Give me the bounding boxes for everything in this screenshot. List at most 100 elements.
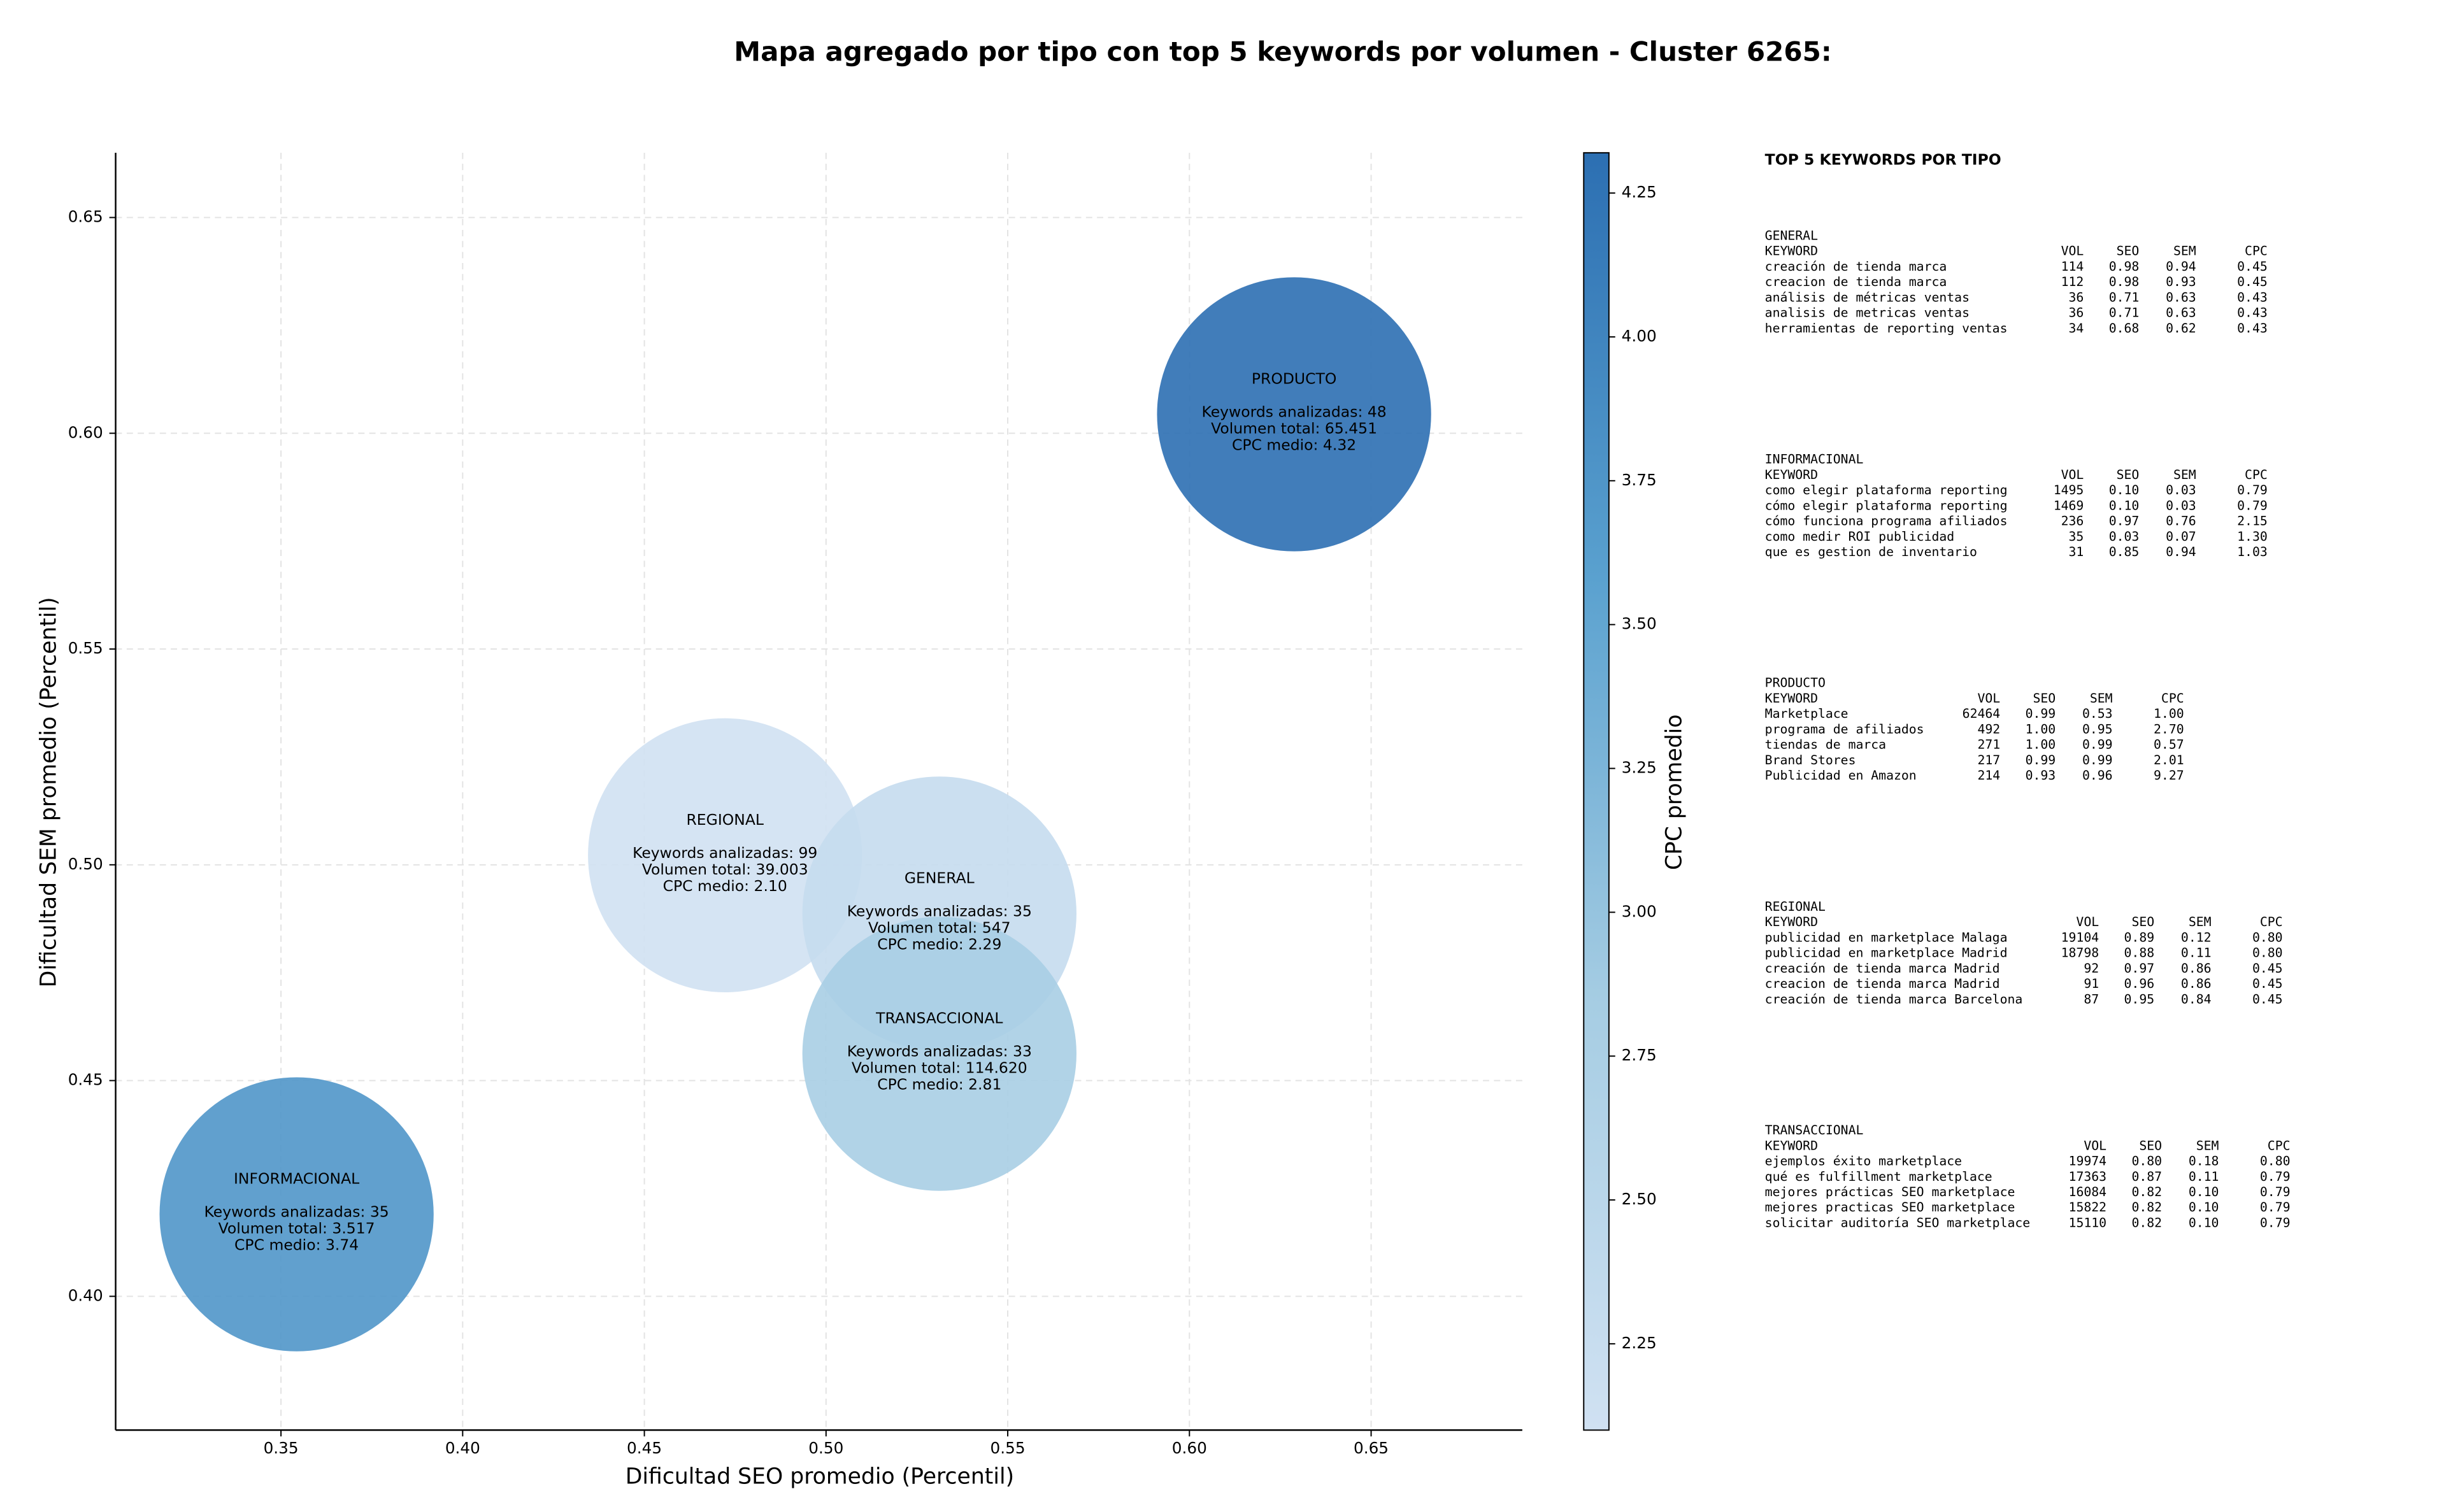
group-name: TRANSACCIONAL (1765, 1123, 1864, 1138)
table-cell: publicidad en marketplace Madrid (1765, 946, 2008, 960)
table-cell: 0.11 (2189, 1169, 2219, 1184)
bubble-label: CPC medio: 2.29 (877, 935, 1001, 953)
table-cell: 271 (1977, 738, 2000, 752)
table-cell: 17363 (2069, 1169, 2107, 1184)
bubble-name: TRANSACCIONAL (875, 1009, 1003, 1027)
table-cell: 0.96 (2082, 768, 2113, 783)
table-cell: 0.86 (2181, 961, 2212, 976)
table-cell: 0.79 (2260, 1215, 2291, 1230)
table-cell: programa de afiliados (1765, 722, 1924, 736)
bubble-label: CPC medio: 2.81 (877, 1076, 1001, 1094)
column-header: VOL (1977, 691, 2000, 706)
column-header: CPC (2268, 1138, 2291, 1153)
table-cell: 0.88 (2124, 946, 2155, 960)
table-cell: 0.93 (2166, 275, 2196, 289)
column-header: SEM (2189, 915, 2212, 929)
table-cell: 0.97 (2109, 514, 2140, 529)
table-cell: 0.89 (2124, 930, 2155, 945)
panel-title: TOP 5 KEYWORDS POR TIPO (1765, 151, 2001, 169)
x-tick-label: 0.55 (991, 1439, 1026, 1457)
x-tick-label: 0.40 (445, 1439, 480, 1457)
table-cell: 1495 (2054, 483, 2084, 497)
table-cell: 0.86 (2181, 976, 2212, 991)
column-header: SEM (2173, 467, 2196, 482)
y-tick-label: 0.40 (68, 1286, 103, 1304)
y-tick-label: 0.60 (68, 423, 103, 441)
table-cell: 0.76 (2166, 514, 2196, 529)
table-cell: 1.00 (2026, 738, 2056, 752)
column-header: VOL (2061, 244, 2084, 259)
table-cell: 0.99 (2026, 706, 2056, 721)
bubble-label: Keywords analizadas: 35 (204, 1203, 389, 1221)
x-tick-label: 0.60 (1172, 1439, 1207, 1457)
column-header: KEYWORD (1765, 467, 1818, 482)
table-cell: 0.98 (2109, 259, 2140, 274)
bubble (1157, 277, 1431, 552)
colorbar-tick-label: 3.75 (1622, 471, 1657, 489)
table-cell: 2.15 (2237, 514, 2268, 529)
table-cell: 92 (2084, 961, 2099, 976)
x-tick-label: 0.45 (627, 1439, 662, 1457)
colorbar-tick-label: 2.75 (1622, 1046, 1657, 1064)
y-tick-label: 0.50 (68, 855, 103, 873)
table-cell: 0.80 (2131, 1154, 2162, 1169)
table-cell: 236 (2061, 514, 2084, 529)
x-tick-label: 0.35 (264, 1439, 299, 1457)
table-cell: 0.79 (2260, 1200, 2291, 1215)
bubble-label: Volumen total: 3.517 (218, 1220, 375, 1237)
bubble-label: Keywords analizadas: 48 (1201, 403, 1386, 420)
table-cell: 0.85 (2109, 545, 2140, 559)
table-cell: 0.82 (2131, 1200, 2162, 1215)
bubble (802, 916, 1076, 1191)
column-header: SEM (2173, 244, 2196, 259)
table-cell: 0.10 (2189, 1185, 2219, 1199)
column-header: CPC (2245, 467, 2268, 482)
table-cell: 0.07 (2166, 529, 2196, 544)
group-name: INFORMACIONAL (1765, 452, 1864, 467)
colorbar (1583, 152, 1610, 1431)
table-cell: 0.18 (2189, 1154, 2219, 1169)
bubble-label: Volumen total: 65.451 (1211, 419, 1377, 437)
table-cell: cómo funciona programa afiliados (1765, 514, 2008, 529)
y-tick-label: 0.55 (68, 639, 103, 657)
colorbar-tick-label: 3.50 (1622, 615, 1657, 633)
table-cell: 0.93 (2026, 768, 2056, 783)
column-header: KEYWORD (1765, 691, 1818, 706)
table-cell: creacion de tienda marca Madrid (1765, 976, 2000, 991)
table-cell: 0.71 (2109, 290, 2140, 304)
table-cell: 0.63 (2166, 290, 2196, 304)
table-cell: 0.82 (2131, 1185, 2162, 1199)
table-cell: qué es fulfillment marketplace (1765, 1169, 1992, 1184)
bubble-label: Keywords analizadas: 99 (633, 844, 817, 862)
column-header: KEYWORD (1765, 244, 1818, 259)
table-cell: 62464 (1963, 706, 2001, 721)
table-cell: 0.99 (2026, 753, 2056, 767)
table-cell: 0.84 (2181, 992, 2212, 1006)
bubble (159, 1077, 434, 1352)
table-cell: 19104 (2061, 930, 2099, 945)
table-cell: 0.97 (2124, 961, 2155, 976)
table-cell: herramientas de reporting ventas (1765, 321, 2008, 336)
table-cell: tiendas de marca (1765, 738, 1886, 752)
table-cell: 36 (2068, 290, 2084, 304)
table-cell: 15110 (2069, 1215, 2107, 1230)
table-cell: 0.53 (2082, 706, 2113, 721)
table-cell: 0.43 (2237, 290, 2268, 304)
bubble-label: Volumen total: 114.620 (852, 1059, 1027, 1077)
table-cell: análisis de métricas ventas (1765, 290, 1970, 304)
table-cell: 87 (2084, 992, 2099, 1006)
x-tick-label: 0.65 (1354, 1439, 1389, 1457)
bubble-name: PRODUCTO (1252, 370, 1336, 388)
table-cell: Marketplace (1765, 706, 1849, 721)
table-cell: 0.45 (2252, 976, 2283, 991)
table-cell: 0.82 (2131, 1215, 2162, 1230)
colorbar-tick-label: 4.00 (1622, 327, 1657, 345)
table-cell: 0.45 (2237, 275, 2268, 289)
table-cell: 36 (2068, 306, 2084, 320)
column-header: SEO (2033, 691, 2056, 706)
table-cell: 492 (1977, 722, 2000, 736)
table-cell: solicitar auditoría SEO marketplace (1765, 1215, 2031, 1230)
table-cell: 214 (1977, 768, 2000, 783)
column-header: VOL (2076, 915, 2099, 929)
